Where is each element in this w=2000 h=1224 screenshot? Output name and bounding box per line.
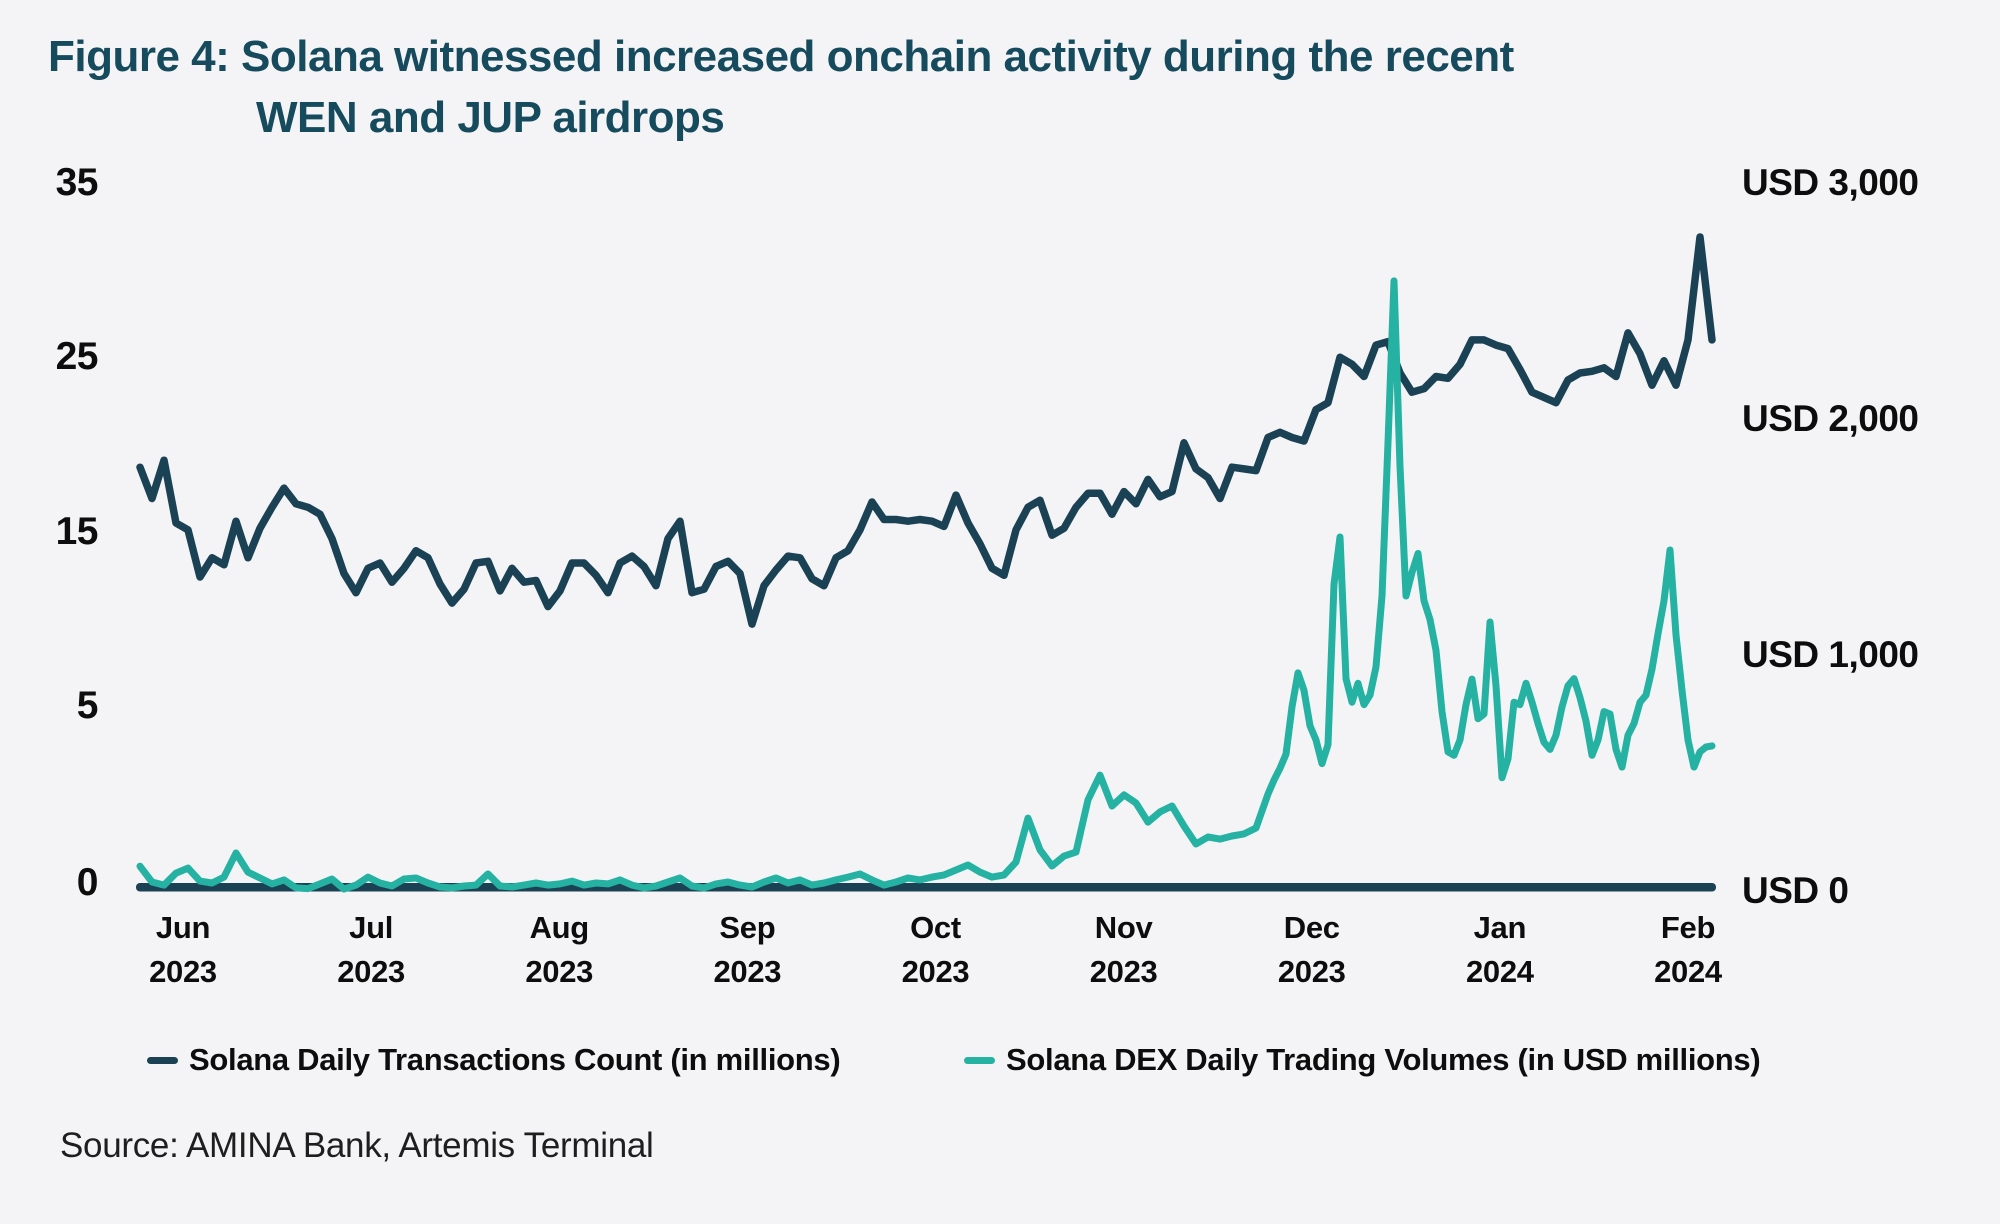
- x-axis-month-label: Nov 2023: [1089, 910, 1158, 989]
- right-axis-tick-label: USD 1,000: [1742, 634, 1919, 675]
- legend-item-dex-volumes: Solana DEX Daily Trading Volumes (in USD…: [964, 1042, 1761, 1078]
- left-axis-tick-label: 0: [76, 861, 99, 904]
- transactions-legend-dash-icon: [147, 1056, 178, 1064]
- left-axis-tick-label: 35: [55, 161, 99, 204]
- transactions-count-line: [136, 233, 1716, 628]
- legend-item-transactions: Solana Daily Transactions Count (in mill…: [147, 1042, 841, 1078]
- right-axis-tick-label: USD 2,000: [1742, 398, 1919, 439]
- legend-label-dex-volumes: Solana DEX Daily Trading Volumes (in USD…: [1006, 1042, 1761, 1077]
- left-axis-tick-label: 15: [55, 509, 99, 553]
- x-axis-month-label: Dec 2023: [1277, 910, 1346, 989]
- legend-label-transactions: Solana Daily Transactions Count (in mill…: [189, 1042, 841, 1077]
- x-axis-month-label: Feb 2024: [1654, 910, 1722, 989]
- x-axis-baseline: [136, 883, 1716, 892]
- x-axis-month-label: Jan 2024: [1465, 910, 1534, 989]
- right-axis-tick-label: USD 3,000: [1742, 162, 1919, 203]
- x-axis-month-label: Jun 2023: [149, 910, 217, 989]
- chart-legend: Solana Daily Transactions Count (in mill…: [0, 1042, 2000, 1086]
- left-axis-tick-label: 5: [76, 684, 99, 727]
- right-axis-tick-label: USD 0: [1742, 870, 1849, 911]
- left-axis-tick-label: 25: [55, 335, 99, 379]
- x-axis-month-label: Sep 2023: [713, 910, 782, 989]
- figure-title: Figure 4: Solana witnessed increased onc…: [48, 26, 1514, 148]
- dex-trading-volumes-line: [136, 277, 1716, 893]
- dex-volumes-legend-dash-icon: [964, 1056, 995, 1064]
- figure-title-line-1: Figure 4: Solana witnessed increased onc…: [48, 32, 1514, 81]
- source-attribution: Source: AMINA Bank, Artemis Terminal: [60, 1126, 654, 1165]
- x-axis-month-label: Aug 2023: [525, 910, 594, 989]
- x-axis-month-label: Jul 2023: [337, 910, 405, 989]
- figure-title-line-2: WEN and JUP airdrops: [256, 93, 725, 142]
- x-axis-month-label: Oct 2023: [901, 910, 970, 989]
